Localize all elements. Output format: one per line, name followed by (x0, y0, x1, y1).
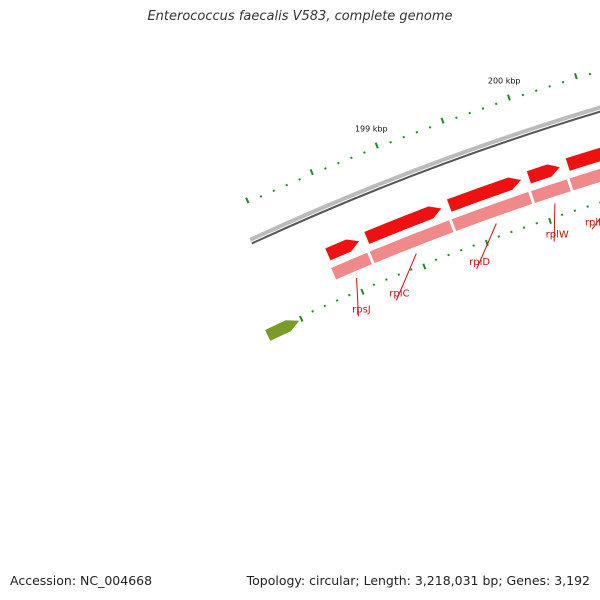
gene-box-rplW (529, 177, 573, 205)
gene-callouts: rpsJrplCrplDrplWrplBrpsSrplVrpsCrplPrpmC… (352, 203, 600, 317)
gene-arrow-rpsJ (323, 238, 361, 262)
outer-tick (323, 304, 327, 308)
kbp-label: 199 kbp (355, 125, 388, 134)
inner-tick (324, 167, 327, 170)
gene-label-rplD: rplD (469, 257, 490, 268)
gene-arrow-rplB (564, 146, 600, 173)
extra-feature-arrow (265, 320, 300, 341)
gene-arrow-rplC (363, 205, 444, 246)
outer-tick (360, 288, 365, 295)
backbone-shadow (249, 105, 600, 242)
gene-box-rplB (567, 167, 600, 193)
outer-tick (459, 248, 463, 252)
inner-tick (588, 72, 592, 76)
genome-backbone (249, 105, 600, 245)
inner-tick (285, 183, 288, 187)
outer-tick (397, 273, 401, 276)
inner-tick (363, 151, 366, 154)
callout-line-rplD (476, 223, 497, 270)
inner-tick (494, 102, 498, 106)
inner-tick (468, 111, 471, 115)
inner-tick (245, 197, 250, 204)
gene-arrows (323, 146, 600, 262)
map-title: Enterococcus faecalis V583, complete gen… (147, 9, 453, 24)
inner-tick (259, 195, 263, 198)
callout-line-rplW (553, 203, 556, 242)
gene-boxes (329, 167, 600, 282)
gene-box-rplD (449, 190, 535, 233)
genome-summary: Topology: circular; Length: 3,218,031 bp… (246, 573, 590, 588)
inner-tick (298, 178, 301, 181)
inner-tick (272, 189, 276, 193)
gene-label-rpsJ: rpsJ (352, 304, 371, 315)
inner-tick (415, 130, 419, 134)
inner-tick (374, 142, 379, 149)
outer-tick (447, 253, 450, 257)
outer-tick (510, 230, 513, 234)
kbp-label: 200 kbp (488, 76, 521, 85)
outer-tick (409, 268, 413, 271)
outer-tick (385, 278, 388, 281)
inner-tick (535, 89, 538, 92)
gene-box-rplC (367, 218, 456, 266)
outer-tick (348, 293, 351, 297)
inner-tick (548, 85, 551, 88)
inner-tick (574, 73, 578, 80)
outer-tick (548, 217, 552, 225)
gene-label-rplC: rplC (389, 288, 409, 299)
extra-feature (265, 320, 300, 341)
inner-tick (481, 107, 485, 110)
inner-tick (428, 126, 432, 129)
gene-arrow-rplD (445, 176, 523, 213)
outer-tick (335, 299, 339, 302)
callout-line-rpsJ (356, 277, 359, 317)
inner-tick (337, 161, 340, 165)
inner-tick (440, 117, 445, 124)
outer-tick (560, 213, 564, 217)
gene-label-rplB: rplB (585, 217, 600, 228)
gene-label-rplW: rplW (546, 230, 569, 241)
inner-tick (507, 94, 511, 101)
outer-tick (535, 221, 538, 225)
outer-tick (311, 310, 314, 313)
outer-tick (472, 244, 475, 247)
tick-marks (245, 72, 600, 322)
backbone-edge (251, 110, 600, 245)
outer-tick (422, 263, 427, 270)
outer-tick (497, 235, 501, 238)
callout-line-rplB (591, 217, 600, 230)
outer-tick (586, 205, 589, 208)
outer-tick (299, 315, 304, 322)
inner-tick (561, 80, 565, 84)
accession-text: Accession: NC_004668 (10, 573, 153, 588)
outer-tick (434, 258, 438, 262)
outer-tick (522, 226, 526, 229)
outer-tick (372, 283, 376, 287)
inner-tick (350, 156, 353, 160)
inner-tick (521, 93, 525, 97)
inner-tick (389, 140, 392, 144)
outer-tick (573, 209, 577, 212)
inner-tick (402, 135, 405, 139)
gene-box-rpsJ (329, 250, 374, 282)
gene-arrow-rplW (525, 163, 562, 185)
inner-tick (455, 116, 458, 120)
inner-tick (309, 168, 314, 176)
callout-line-rplC (395, 253, 417, 301)
